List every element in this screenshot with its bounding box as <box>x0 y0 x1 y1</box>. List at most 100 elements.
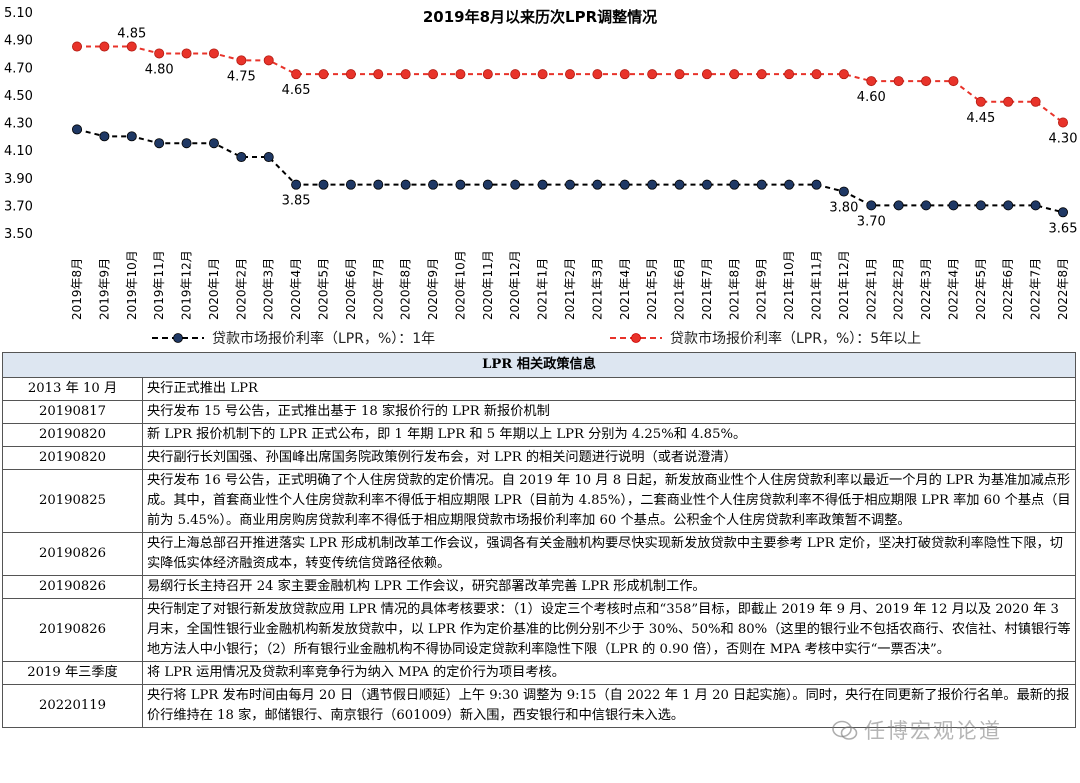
data-label: 3.65 <box>1049 221 1078 236</box>
data-point <box>263 152 274 163</box>
x-tick-label: 2019年9月 <box>97 258 111 320</box>
data-point <box>619 69 630 80</box>
policy-date-cell: 20190820 <box>2 446 143 470</box>
data-point <box>181 48 192 59</box>
policy-table-title: LPR 相关政策信息 <box>2 352 1076 378</box>
y-tick-label: 4.50 <box>4 89 33 104</box>
data-point <box>537 179 548 190</box>
data-point <box>893 76 904 87</box>
series-1y <box>72 124 1069 218</box>
data-point <box>72 124 83 135</box>
data-point <box>154 48 165 59</box>
data-label: 4.45 <box>966 111 995 126</box>
x-tick-label: 2020年6月 <box>344 258 358 320</box>
data-point <box>126 131 137 142</box>
policy-table-row: 20190817 央行发布 15 号公告，正式推出基于 18 家报价行的 LPR … <box>2 400 1076 424</box>
policy-table-row: 20190826 央行制定了对银行新发放贷款应用 LPR 情况的具体考核要求：（1… <box>2 598 1076 662</box>
data-point <box>373 179 384 190</box>
data-point <box>674 69 685 80</box>
policy-content-cell: 央行发布 16 号公告，正式明确了个人住房贷款的定价情况。自 2019 年 10… <box>142 469 1076 533</box>
x-tick-label: 2020年5月 <box>317 258 331 320</box>
data-point <box>510 179 521 190</box>
x-tick-label: 2021年11月 <box>810 250 824 320</box>
x-tick-label: 2020年2月 <box>234 258 248 320</box>
policy-table-row: 20190820 央行副行长刘国强、孙国峰出席国务院政策例行发布会，对 LPR 的… <box>2 446 1076 470</box>
policy-table-row: 20190820 新 LPR 报价机制下的 LPR 正式公布，即 1 年期 LPR… <box>2 423 1076 447</box>
data-point <box>455 179 466 190</box>
x-tick-label: 2021年5月 <box>645 258 659 320</box>
x-tick-label: 2020年9月 <box>426 258 440 320</box>
data-label: 4.30 <box>1049 132 1078 147</box>
x-axis-ticks: 2019年8月 2019年9月 2019年10月 2019年11月 2019年12月 20… <box>70 250 1070 320</box>
data-point <box>318 69 329 80</box>
legend-marker-5y <box>610 333 662 343</box>
x-tick-label: 2021年4月 <box>618 258 632 320</box>
x-tick-label: 2021年7月 <box>700 258 714 320</box>
data-point <box>482 69 493 80</box>
data-point <box>893 200 904 211</box>
x-tick-label: 2022年1月 <box>864 258 878 320</box>
x-tick-label: 2022年8月 <box>1056 258 1070 320</box>
x-tick-label: 2021年2月 <box>563 258 577 320</box>
lpr-chart-svg: 2019年8月以来历次LPR调整情况 3.503.703.904.104.304… <box>4 6 1078 320</box>
data-point <box>400 179 411 190</box>
data-point <box>647 179 658 190</box>
data-point <box>99 131 110 142</box>
data-point <box>948 200 959 211</box>
policy-content-cell: 央行发布 15 号公告，正式推出基于 18 家报价行的 LPR 新报价机制 <box>142 400 1076 424</box>
y-tick-label: 4.70 <box>4 61 33 76</box>
y-tick-label: 3.90 <box>4 172 33 187</box>
policy-date-cell: 2019 年三季度 <box>2 661 143 685</box>
legend-item-1y: 贷款市场报价利率（LPR，%）：1年 <box>150 328 435 348</box>
policy-table-row: 20190826 易纲行长主持召开 24 家主要金融机构 LPR 工作会议，研究部… <box>2 575 1076 599</box>
policy-content-cell: 央行制定了对银行新发放贷款应用 LPR 情况的具体考核要求：（1）设定三个考核时… <box>142 598 1076 662</box>
data-point <box>154 138 165 149</box>
x-tick-label: 2021年8月 <box>727 258 741 320</box>
data-point <box>345 69 356 80</box>
data-point <box>975 96 986 107</box>
legend-item-5y: 贷款市场报价利率（LPR，%）：5年以上 <box>608 328 921 348</box>
data-point <box>729 69 740 80</box>
data-point <box>1058 117 1069 128</box>
policy-content-cell: 将 LPR 运用情况及贷款利率竞争行为纳入 MPA 的定价行为项目考核。 <box>142 661 1076 685</box>
x-tick-label: 2021年12月 <box>837 250 851 320</box>
data-point <box>428 69 439 80</box>
data-point <box>208 48 219 59</box>
x-tick-label: 2021年10月 <box>782 250 796 320</box>
data-point <box>838 186 849 197</box>
x-tick-label: 2022年2月 <box>892 258 906 320</box>
data-point <box>921 76 932 87</box>
data-point <box>537 69 548 80</box>
data-point <box>373 69 384 80</box>
data-point <box>400 69 411 80</box>
data-point <box>729 179 740 190</box>
x-tick-label: 2022年6月 <box>1001 258 1015 320</box>
x-tick-label: 2022年7月 <box>1029 258 1043 320</box>
data-point <box>1003 200 1014 211</box>
policy-table-title-row: LPR 相关政策信息 <box>2 352 1076 378</box>
data-point <box>291 179 302 190</box>
data-point <box>72 41 83 52</box>
data-point <box>455 69 466 80</box>
x-tick-label: 2020年10月 <box>453 250 467 320</box>
data-point <box>1030 96 1041 107</box>
data-point <box>181 138 192 149</box>
x-tick-label: 2019年8月 <box>70 258 84 320</box>
data-point <box>236 55 247 66</box>
data-label: 4.65 <box>282 83 311 98</box>
data-label: 3.85 <box>282 194 311 209</box>
data-point <box>345 179 356 190</box>
data-point <box>701 179 712 190</box>
policy-table-body: 2013 年 10 月央行正式推出 LPR 20190817 央行发布 15 号公告… <box>2 377 1076 728</box>
data-point <box>784 69 795 80</box>
data-point <box>565 179 576 190</box>
x-tick-label: 2019年12月 <box>180 250 194 320</box>
x-tick-label: 2022年3月 <box>919 258 933 320</box>
x-tick-label: 2020年4月 <box>289 258 303 320</box>
data-point <box>208 138 219 149</box>
policy-date-cell: 20190820 <box>2 423 143 447</box>
data-point <box>647 69 658 80</box>
data-point <box>701 69 712 80</box>
legend-label-1y: 贷款市场报价利率（LPR，%）：1年 <box>212 331 436 347</box>
series-line <box>76 128 1064 214</box>
